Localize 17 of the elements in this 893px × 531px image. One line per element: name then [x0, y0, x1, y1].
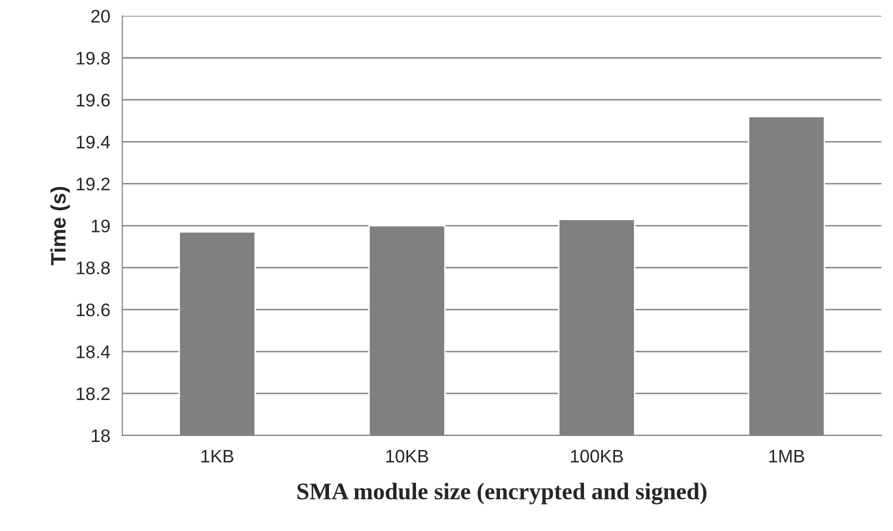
x-tick-label: 10KB: [386, 450, 428, 463]
x-tick-label: 100KB: [571, 450, 623, 463]
y-tick-label: 19.8: [76, 52, 110, 65]
y-tick-label: 19: [92, 220, 110, 232]
x-tick-label: 1KB: [202, 450, 234, 462]
y-tick-label: 19.6: [76, 94, 110, 107]
y-axis-title: Time (s): [50, 186, 70, 266]
y-tick-label: 20: [91, 10, 110, 23]
y-tick-label: 19.2: [76, 178, 110, 190]
y-tick-label: 19.4: [76, 136, 110, 148]
y-tick-label: 18: [92, 429, 110, 442]
y-tick-label: 18.6: [76, 304, 110, 316]
y-tick-label: 18.8: [76, 262, 110, 274]
x-axis-title: SMA module size (encrypted and signed): [298, 482, 706, 504]
y-tick-label: 18.4: [76, 345, 110, 358]
y-tick-label: 18.2: [76, 387, 110, 400]
x-tick-label: 1MB: [769, 450, 804, 462]
